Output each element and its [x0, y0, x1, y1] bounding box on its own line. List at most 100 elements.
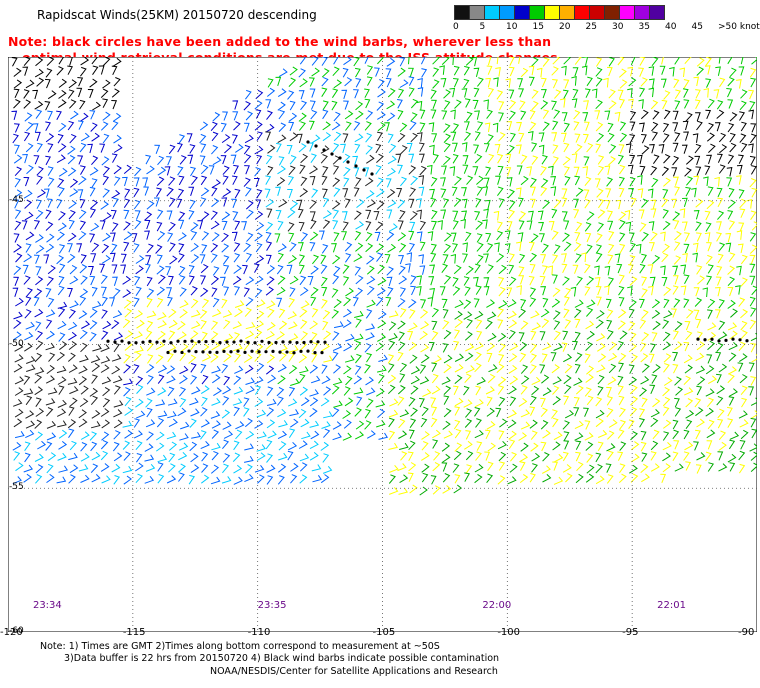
- wind-barb: [210, 121, 218, 132]
- wind-barb: [629, 242, 636, 252]
- wind-barb: [32, 123, 39, 133]
- wind-barb: [606, 386, 612, 397]
- wind-barb: [102, 397, 111, 408]
- wind-barb: [144, 219, 151, 230]
- wind-barb: [430, 475, 437, 485]
- wind-barb: [386, 276, 393, 287]
- wind-barb: [595, 77, 603, 87]
- wind-barb: [113, 400, 124, 408]
- wind-barb: [387, 243, 397, 253]
- wind-barb: [319, 230, 325, 240]
- wind-barb: [518, 308, 527, 318]
- wind-barb: [674, 341, 683, 351]
- wind-barb: [344, 253, 352, 263]
- wind-barb: [497, 319, 504, 329]
- wind-barb: [146, 243, 154, 254]
- flag-circle: [243, 350, 247, 354]
- wind-barb: [674, 463, 684, 472]
- wind-barb: [46, 420, 57, 429]
- wind-barb: [641, 452, 648, 462]
- wind-barb: [245, 89, 252, 100]
- wind-barb: [728, 252, 736, 262]
- wind-barb: [584, 286, 591, 296]
- wind-barb: [277, 220, 284, 231]
- wind-barb: [364, 121, 372, 131]
- wind-barb: [24, 342, 33, 352]
- wind-barb: [531, 322, 542, 331]
- wind-barb: [254, 376, 264, 385]
- wind-barb: [201, 451, 209, 462]
- wind-barb: [322, 465, 333, 474]
- wind-barb: [58, 263, 66, 274]
- wind-barb: [528, 130, 534, 141]
- wind-barb: [133, 297, 140, 307]
- wind-barb: [23, 275, 31, 285]
- wind-barb: [46, 473, 55, 484]
- wind-barb: [389, 398, 399, 407]
- wind-barb: [385, 296, 392, 307]
- wind-barb: [583, 100, 589, 110]
- wind-barb: [299, 462, 308, 472]
- wind-barb: [190, 243, 199, 252]
- wind-barb: [89, 320, 98, 330]
- wind-barb: [364, 57, 369, 64]
- wind-barb: [696, 418, 705, 428]
- wind-barb: [69, 440, 77, 451]
- wind-barb: [397, 99, 403, 109]
- wind-barb: [637, 188, 644, 198]
- wind-barb: [464, 131, 472, 141]
- wind-barb: [232, 321, 243, 329]
- wind-barb: [649, 384, 656, 395]
- wind-barb: [23, 89, 30, 99]
- wind-barb: [300, 319, 308, 329]
- wind-barb: [102, 188, 110, 198]
- wind-barb: [146, 364, 155, 374]
- wind-barb: [604, 200, 611, 210]
- wind-barb: [562, 420, 570, 430]
- wind-barb: [113, 134, 122, 144]
- wind-barb: [243, 101, 251, 111]
- wind-barb: [56, 66, 64, 76]
- wind-barb: [608, 89, 616, 99]
- wind-barb: [309, 364, 319, 374]
- wind-barb: [210, 464, 220, 474]
- wind-barb: [692, 252, 699, 263]
- wind-barb: [683, 429, 690, 440]
- wind-barb: [575, 385, 584, 395]
- wind-barb: [442, 420, 451, 430]
- wind-barb: [421, 463, 430, 473]
- wind-barb: [223, 353, 232, 363]
- wind-barb: [466, 175, 474, 185]
- flag-circle: [148, 339, 152, 343]
- wind-barb: [749, 232, 757, 242]
- wind-barb: [201, 231, 210, 241]
- wind-barb: [220, 276, 226, 287]
- wind-barb: [78, 231, 87, 241]
- wind-barb: [596, 364, 606, 373]
- wind-barb: [606, 443, 616, 452]
- wind-barb: [320, 474, 330, 484]
- wind-barb: [100, 450, 109, 461]
- wind-barb: [113, 475, 121, 485]
- wind-barb: [493, 77, 499, 87]
- wind-barb: [482, 186, 489, 196]
- wind-barb: [508, 66, 515, 77]
- wind-barb: [333, 79, 343, 89]
- wind-barb: [377, 111, 386, 120]
- wind-barb: [296, 133, 303, 144]
- wind-barb: [561, 112, 568, 122]
- wind-barb: [265, 175, 272, 185]
- wind-barb: [353, 187, 360, 197]
- wind-barb: [387, 155, 397, 165]
- wind-barb: [102, 166, 110, 176]
- wind-barb: [596, 310, 605, 319]
- wind-barb: [322, 453, 330, 463]
- wind-barb: [409, 211, 418, 221]
- wind-barb: [595, 452, 602, 463]
- wind-barb: [750, 397, 757, 406]
- wind-barb: [685, 398, 694, 408]
- wind-barb: [353, 375, 363, 385]
- wind-barb: [80, 474, 90, 483]
- wind-barb: [112, 310, 123, 319]
- wind-barb: [431, 99, 437, 109]
